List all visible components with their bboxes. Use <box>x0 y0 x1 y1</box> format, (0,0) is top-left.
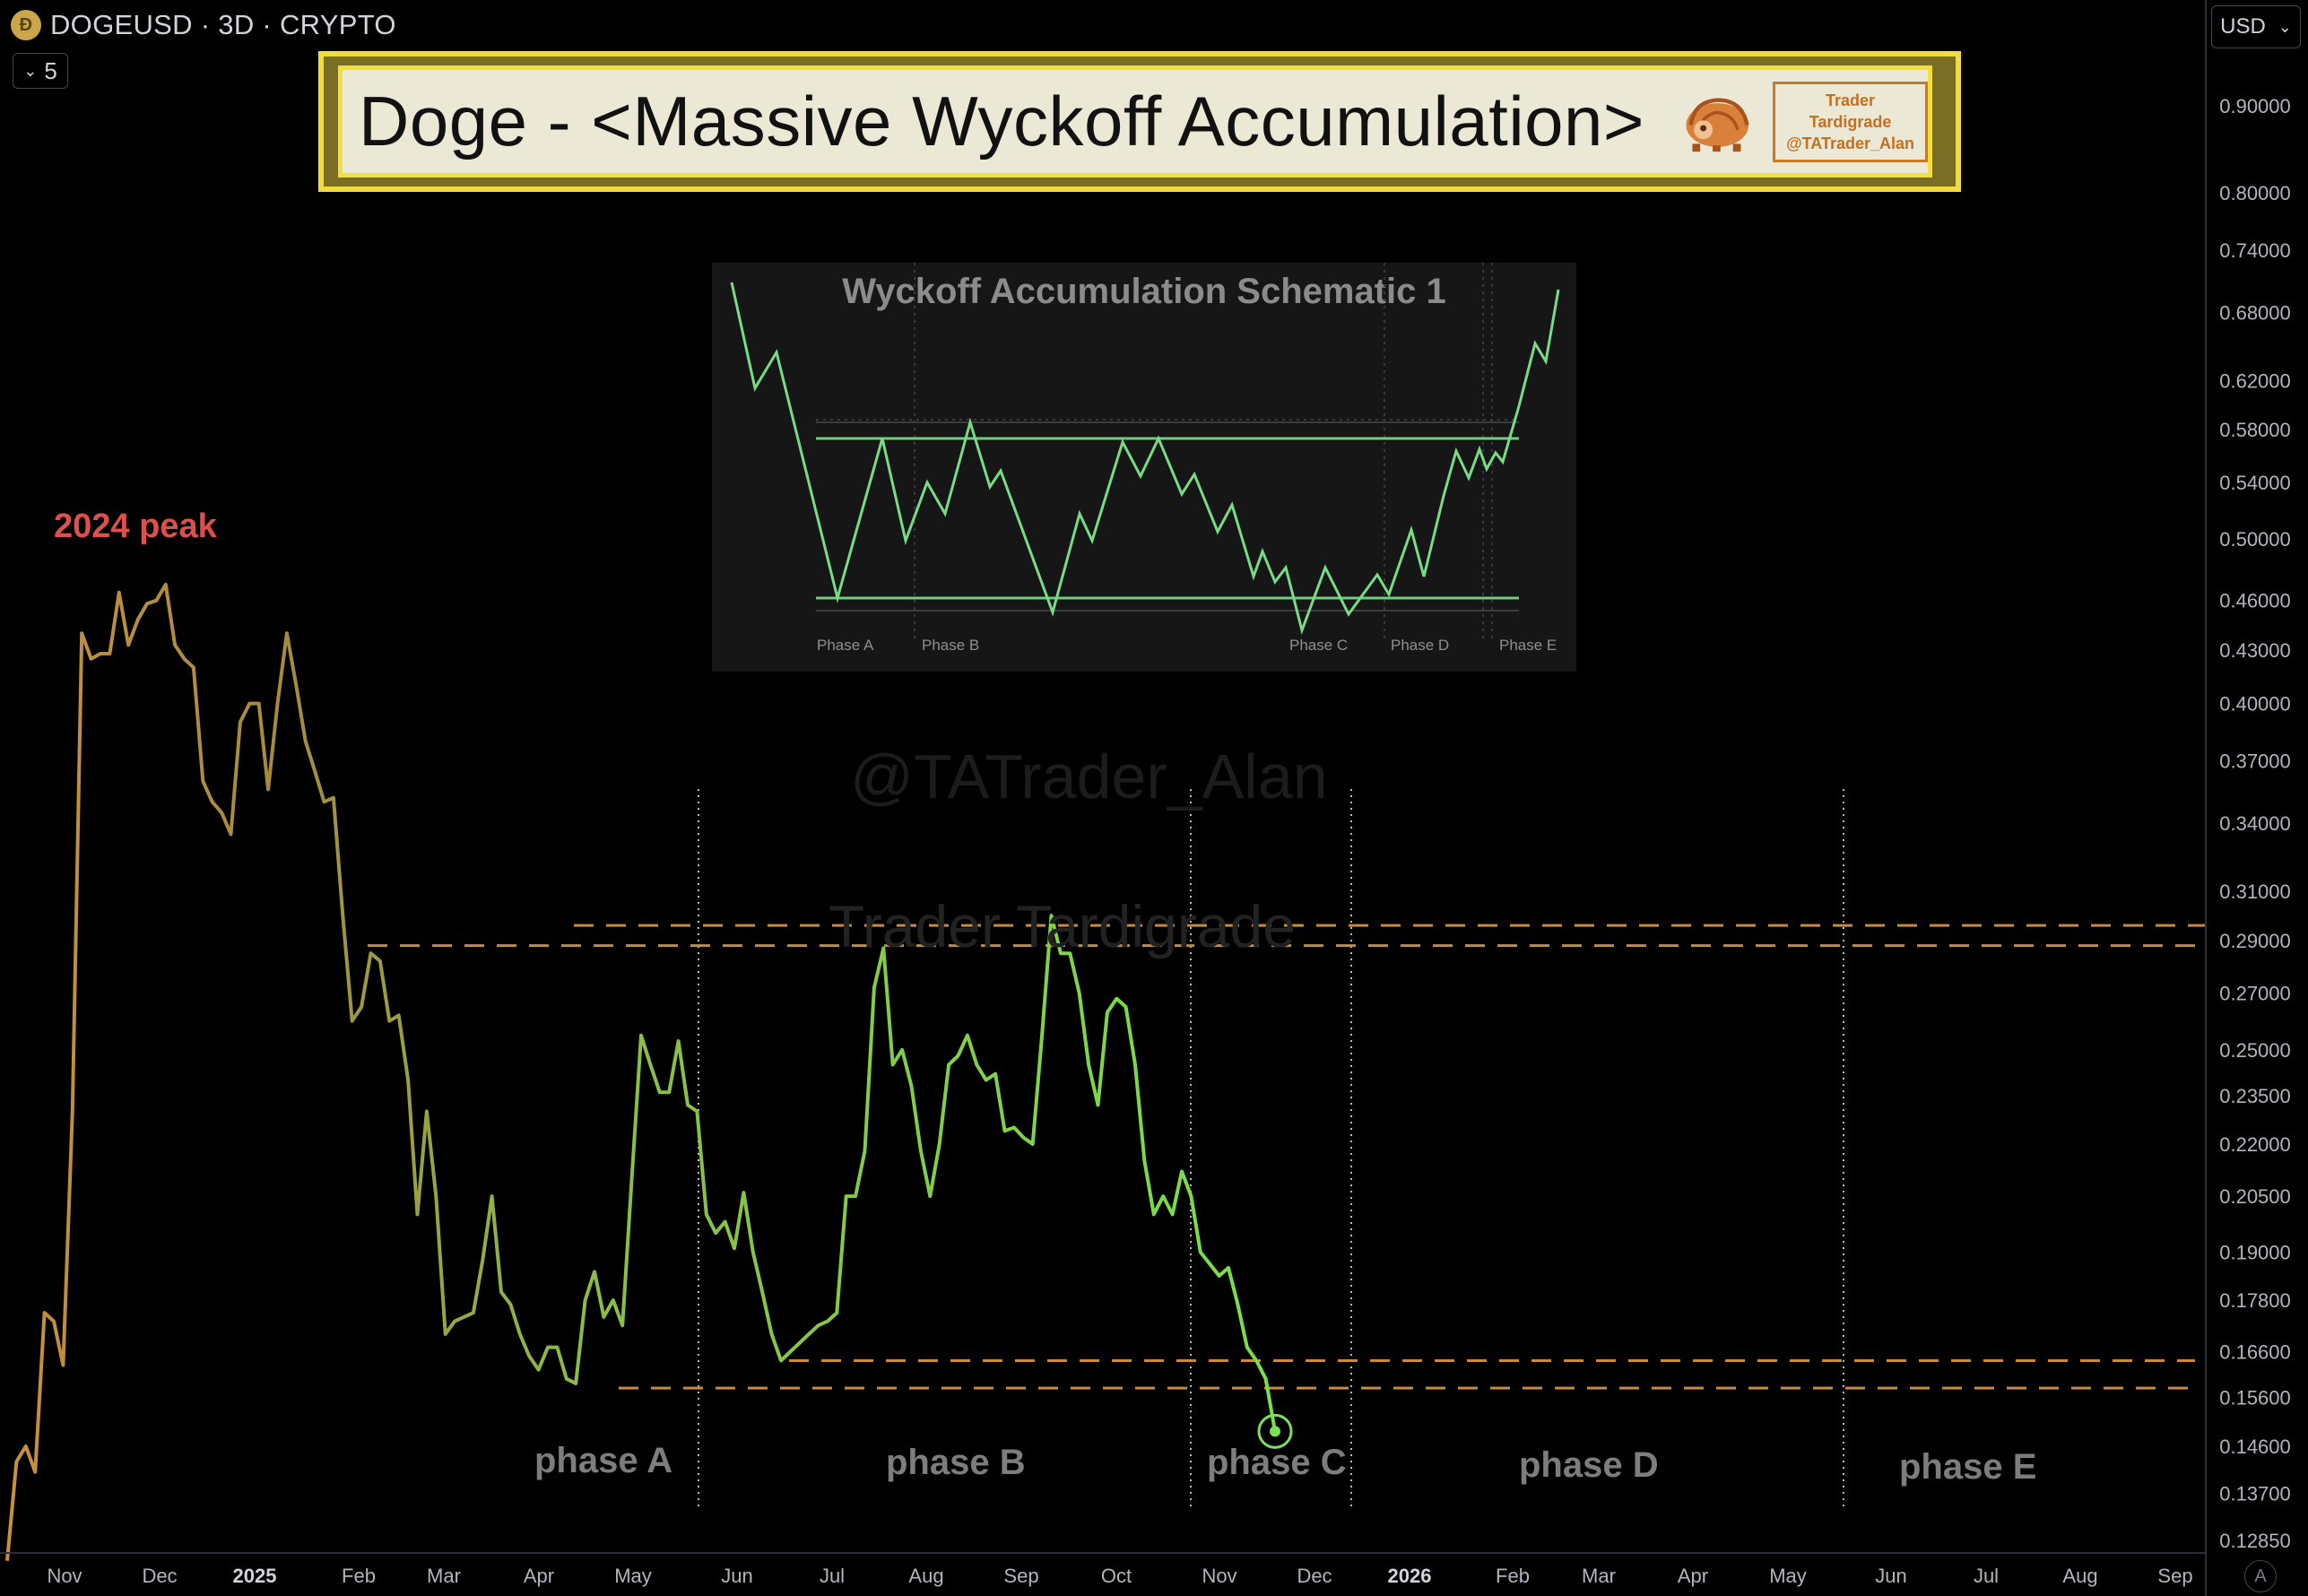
schematic-price-path <box>730 282 1560 636</box>
price-tick-label: 0.27000 <box>2219 983 2291 1005</box>
price-tick-label: 0.40000 <box>2219 693 2291 716</box>
price-tick-label: 0.80000 <box>2219 182 2291 204</box>
time-tick-label: Jun <box>721 1565 752 1587</box>
price-tick-label: 0.62000 <box>2219 369 2291 392</box>
price-tick-label: 0.15600 <box>2219 1387 2291 1410</box>
symbol-label: DOGEUSD · 3D · CRYPTO <box>50 9 396 40</box>
schematic-phase-label: Phase B <box>922 637 979 654</box>
price-tick-label: 0.19000 <box>2219 1242 2291 1264</box>
title-banner-inner: Doge - <Massive Wyckoff Accumulation> Tr… <box>338 65 1932 178</box>
price-line <box>5 583 1277 1561</box>
price-tick-label: 0.20500 <box>2219 1185 2291 1208</box>
schematic-graph: Phase A Phase B Phase C Phase D Phase E <box>730 263 1560 654</box>
tardigrade-mascot-icon <box>1686 97 1749 152</box>
price-tick-label: 0.43000 <box>2219 639 2291 662</box>
time-tick-label: Dec <box>142 1565 177 1587</box>
time-tick-label: Nov <box>1202 1565 1236 1587</box>
page-title: Doge - <Massive Wyckoff Accumulation> <box>359 82 1644 160</box>
time-tick-label: May <box>1769 1565 1807 1587</box>
price-tick-label: 0.54000 <box>2219 472 2291 494</box>
price-tick-label: 0.58000 <box>2219 419 2291 441</box>
last-price-ring <box>1257 1413 1293 1449</box>
time-tick-label: May <box>614 1565 652 1587</box>
time-tick-label: Oct <box>1101 1565 1132 1587</box>
time-tick-label: Feb <box>1496 1565 1530 1587</box>
price-tick-label: 0.17800 <box>2219 1289 2291 1312</box>
schematic-phase-label: Phase D <box>1391 637 1449 654</box>
schematic-title: Wyckoff Accumulation Schematic 1 <box>842 272 1446 311</box>
time-tick-label: Aug <box>908 1565 943 1587</box>
phase-d-label: phase D <box>1519 1445 1659 1485</box>
support-resistance-levels <box>368 924 2206 1390</box>
brand-line-2: @TATrader_Alan <box>1786 134 1914 152</box>
time-tick-label: Mar <box>1582 1565 1616 1587</box>
price-tick-label: 0.37000 <box>2219 750 2291 773</box>
auto-scale-button[interactable]: A <box>2244 1560 2277 1592</box>
price-tick-label: 0.23500 <box>2219 1085 2291 1107</box>
time-tick-label: Feb <box>342 1565 376 1587</box>
title-banner: Doge - <Massive Wyckoff Accumulation> Tr… <box>318 51 1961 192</box>
currency-dropdown[interactable]: USD ⌄ <box>2211 5 2301 48</box>
phase-c-label: phase C <box>1207 1443 1347 1482</box>
time-tick-label: Jun <box>1875 1565 1906 1587</box>
phase-e-label: phase E <box>1899 1447 2037 1487</box>
price-tick-label: 0.31000 <box>2219 880 2291 903</box>
time-tick-label: Mar <box>427 1565 461 1587</box>
price-tick-label: 0.50000 <box>2219 528 2291 551</box>
interval-dropdown[interactable]: ⌄ 5 <box>13 53 68 89</box>
brand-badge: Trader Tardigrade @TATrader_Alan <box>1773 81 1928 162</box>
phase-b-label: phase B <box>886 1443 1026 1482</box>
symbol-header[interactable]: Ð DOGEUSD · 3D · CRYPTO <box>11 9 396 41</box>
price-tick-label: 0.29000 <box>2219 930 2291 952</box>
chevron-down-icon: ⌄ <box>23 61 38 80</box>
price-tick-label: 0.16600 <box>2219 1341 2291 1364</box>
currency-label: USD <box>2220 14 2266 39</box>
doge-coin-icon: Ð <box>11 10 41 40</box>
price-tick-label: 0.68000 <box>2219 301 2291 324</box>
price-tick-label: 0.90000 <box>2219 95 2291 117</box>
interval-value: 5 <box>44 56 57 84</box>
price-tick-label: 0.14600 <box>2219 1436 2291 1458</box>
watermark-handle: @TATrader_Alan <box>850 742 1328 811</box>
brand-line-1: Trader Tardigrade <box>1809 91 1892 131</box>
price-series <box>5 583 1293 1561</box>
price-tick-label: 0.13700 <box>2219 1482 2291 1505</box>
time-axis[interactable]: Nov Dec 2025 Feb Mar Apr May Jun Jul Aug Sep Oct Nov… <box>0 1552 2206 1587</box>
schematic-phase-label: Phase C <box>1289 637 1348 654</box>
time-tick-label: 2025 <box>233 1565 277 1587</box>
chevron-down-icon: ⌄ <box>2278 17 2292 36</box>
last-price-dot <box>1270 1426 1280 1437</box>
price-axis[interactable]: 0.90000 0.80000 0.74000 0.68000 0.62000 0.580… <box>2205 0 2291 1596</box>
price-tick-label: 0.22000 <box>2219 1133 2291 1156</box>
time-tick-label: Aug <box>2062 1565 2097 1587</box>
time-tick-label: 2026 <box>1388 1565 1432 1587</box>
time-tick-label: Apr <box>524 1565 554 1587</box>
price-tick-label: 0.25000 <box>2219 1039 2291 1062</box>
time-tick-label: Sep <box>2157 1565 2192 1587</box>
schematic-phase-label: Phase A <box>817 637 874 654</box>
schematic-phase-label: Phase E <box>1499 637 1557 654</box>
time-tick-label: Dec <box>1297 1565 1332 1587</box>
time-tick-label: Jul <box>820 1565 845 1587</box>
price-tick-label: 0.46000 <box>2219 590 2291 612</box>
peak-annotation: 2024 peak <box>54 507 217 545</box>
time-tick-label: Sep <box>1003 1565 1038 1587</box>
price-tick-label: 0.12850 <box>2219 1530 2291 1552</box>
time-tick-label: Apr <box>1678 1565 1708 1587</box>
price-tick-label: 0.74000 <box>2219 239 2291 262</box>
wyckoff-schematic: Wyckoff Accumulation Schematic 1 Phase A… <box>712 263 1576 672</box>
time-tick-label: Nov <box>47 1565 82 1587</box>
price-tick-label: 0.34000 <box>2219 812 2291 835</box>
watermark-brand: Trader Tardigrade <box>829 893 1296 959</box>
phase-a-label: phase A <box>534 1441 673 1480</box>
time-tick-label: Jul <box>1974 1565 1999 1587</box>
